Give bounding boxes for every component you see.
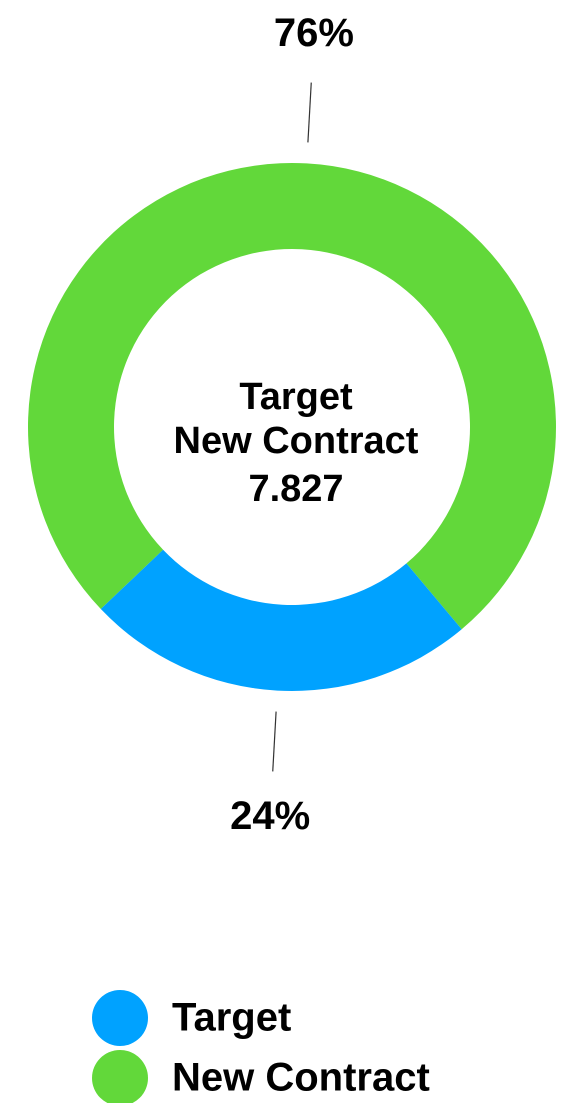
value-label: 24% <box>230 794 310 838</box>
slice <box>100 549 462 691</box>
legend-label: Target <box>172 996 291 1040</box>
legend-label: New Contract <box>172 1056 430 1100</box>
value-label: 76% <box>274 11 354 55</box>
legend-marker <box>92 1050 148 1103</box>
legend-marker <box>92 990 148 1046</box>
center-value: 7.827 <box>248 468 343 510</box>
center-label: Target <box>239 376 353 418</box>
center-label: New Contract <box>174 420 419 462</box>
slice <box>27 163 556 630</box>
leader-line <box>307 82 312 143</box>
leader-line <box>272 711 277 772</box>
